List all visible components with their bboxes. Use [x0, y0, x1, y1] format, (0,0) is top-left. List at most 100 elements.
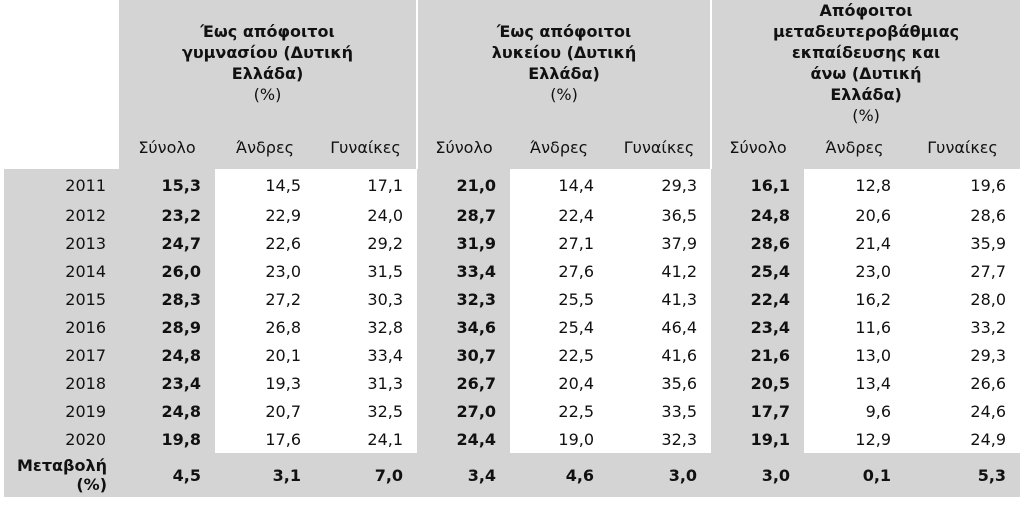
value-cell-total: 23,4 — [119, 369, 215, 397]
change-cell: 0,1 — [804, 453, 906, 497]
value-cell: 33,4 — [367, 345, 404, 365]
year-cell: 2020 — [4, 425, 119, 453]
group-title: Έως απόφοιτοι λυκείου (Δυτική Ελλάδα) — [491, 22, 637, 83]
value-cell-total: 34,6 — [417, 313, 511, 341]
value-cell-total: 24,8 — [711, 201, 805, 229]
table-row: 2020 19,8 17,6 24,1 24,4 19,0 32,3 19,1 … — [4, 425, 1020, 453]
year-cell: 2018 — [4, 369, 119, 397]
value-cell-total: 19,1 — [711, 425, 805, 453]
change-cell: 4,6 — [510, 453, 609, 497]
value-cell: 35,9 — [970, 233, 1007, 253]
value-cell: 25,4 — [558, 317, 595, 337]
value-cell-total: 28,3 — [119, 285, 215, 313]
subheader-total: Σύνολο — [416, 126, 511, 169]
value-cell: 11,6 — [855, 317, 892, 337]
change-label-line1: Μεταβολή — [17, 456, 107, 475]
change-row: Μεταβολή (%) 4,5 3,1 7,0 3,4 4,6 3,0 3,0… — [4, 453, 1021, 497]
value-cell-total: 20,5 — [711, 369, 805, 397]
value-cell: 22,5 — [558, 345, 595, 365]
value-cell: 35,6 — [661, 373, 698, 393]
subheader-women: Γυναίκες — [315, 126, 418, 169]
value-cell: 22,6 — [265, 233, 301, 253]
value-cell: 22,4 — [558, 205, 595, 225]
value-cell: 22,5 — [558, 401, 595, 421]
year-cell: 2014 — [4, 257, 119, 285]
value-cell-total: 17,7 — [711, 397, 805, 425]
value-cell: 27,6 — [558, 261, 595, 281]
value-cell-total: 16,1 — [711, 169, 805, 201]
value-cell: 12,9 — [855, 429, 892, 449]
value-cell-total: 25,4 — [711, 257, 805, 285]
value-cell: 32,8 — [367, 317, 404, 337]
table-row: 2016 28,9 26,8 32,8 34,6 25,4 46,4 23,4 … — [4, 313, 1020, 341]
change-cell: 3,0 — [608, 453, 712, 497]
value-cell: 31,5 — [367, 261, 404, 281]
value-cell: 19,0 — [558, 429, 595, 449]
value-cell: 21,4 — [855, 233, 892, 253]
value-cell-total: 24,8 — [119, 397, 215, 425]
value-cell: 22,9 — [265, 205, 301, 225]
value-cell: 20,4 — [558, 373, 595, 393]
change-label-line2: (%) — [76, 475, 107, 494]
value-cell: 41,3 — [661, 289, 698, 309]
table-row: 2013 24,7 22,6 29,2 31,9 27,1 37,9 28,6 … — [4, 229, 1020, 257]
value-cell: 27,2 — [265, 289, 301, 309]
value-cell: 17,1 — [367, 175, 404, 195]
value-cell: 24,6 — [970, 401, 1007, 421]
change-cell: 3,1 — [215, 453, 315, 497]
value-cell: 41,2 — [661, 261, 698, 281]
value-cell: 36,5 — [661, 205, 698, 225]
table-row: 2017 24,8 20,1 33,4 30,7 22,5 41,6 21,6 … — [4, 341, 1020, 369]
group-title: Έως απόφοιτοι γυμνασίου (Δυτική Ελλάδα) — [181, 22, 354, 83]
subheader-total: Σύνολο — [710, 126, 805, 169]
value-cell: 20,6 — [855, 205, 892, 225]
group-header-upper-secondary: Έως απόφοιτοι λυκείου (Δυτική Ελλάδα) (%… — [416, 0, 712, 126]
table-row: 2018 23,4 19,3 31,3 26,7 20,4 35,6 20,5 … — [4, 369, 1020, 397]
value-cell: 14,5 — [265, 175, 301, 195]
value-cell: 46,4 — [661, 317, 698, 337]
value-cell-total: 32,3 — [417, 285, 511, 313]
value-cell: 29,3 — [970, 345, 1007, 365]
value-cell: 17,6 — [265, 429, 301, 449]
table-row: 2014 26,0 23,0 31,5 33,4 27,6 41,2 25,4 … — [4, 257, 1020, 285]
year-cell: 2012 — [4, 201, 119, 229]
value-cell-total: 30,7 — [417, 341, 511, 369]
table-row: 2012 23,2 22,9 24,0 28,7 22,4 36,5 24,8 … — [4, 201, 1020, 229]
value-cell-total: 27,0 — [417, 397, 511, 425]
value-cell: 19,3 — [265, 373, 301, 393]
table-row: 2015 28,3 27,2 30,3 32,3 25,5 41,3 22,4 … — [4, 285, 1020, 313]
value-cell: 26,6 — [970, 373, 1007, 393]
group-title: Απόφοιτοι μεταδευτεροβάθμιας εκπαίδευσης… — [773, 1, 960, 104]
corner-cell — [4, 126, 119, 169]
table-row: 2019 24,8 20,7 32,5 27,0 22,5 33,5 17,7 … — [4, 397, 1020, 425]
value-cell: 12,8 — [855, 175, 892, 195]
table-row: 2011 15,3 14,5 17,1 21,0 14,4 29,3 16,1 … — [4, 169, 1020, 201]
year-cell: 2013 — [4, 229, 119, 257]
value-cell: 29,2 — [367, 233, 404, 253]
value-cell: 30,3 — [367, 289, 404, 309]
year-cell: 2019 — [4, 397, 119, 425]
value-cell-total: 24,4 — [417, 425, 511, 453]
value-cell: 25,5 — [558, 289, 595, 309]
subheader-women: Γυναίκες — [905, 126, 1021, 169]
value-cell-total: 23,4 — [711, 313, 805, 341]
group-unit: (%) — [550, 85, 578, 104]
value-cell: 32,5 — [367, 401, 404, 421]
value-cell: 29,3 — [661, 175, 698, 195]
table-body: 2011 15,3 14,5 17,1 21,0 14,4 29,3 16,1 … — [4, 169, 1021, 497]
change-cell: 5,3 — [905, 453, 1021, 497]
value-cell-total: 21,6 — [711, 341, 805, 369]
subheader-men: Άνδρες — [804, 126, 906, 169]
subheader-row: Σύνολο Άνδρες Γυναίκες Σύνολο Άνδρες Γυν… — [4, 126, 1021, 169]
change-cell: 3,4 — [417, 453, 511, 497]
value-cell-total: 28,7 — [417, 201, 511, 229]
change-cell: 3,0 — [711, 453, 805, 497]
year-cell: 2015 — [4, 285, 119, 313]
year-cell: 2016 — [4, 313, 119, 341]
value-cell-total: 28,9 — [119, 313, 215, 341]
value-cell: 9,6 — [865, 401, 892, 421]
value-cell-total: 15,3 — [119, 169, 215, 201]
value-cell: 24,1 — [367, 429, 404, 449]
value-cell-total: 23,2 — [119, 201, 215, 229]
subheader-men: Άνδρες — [215, 126, 315, 169]
